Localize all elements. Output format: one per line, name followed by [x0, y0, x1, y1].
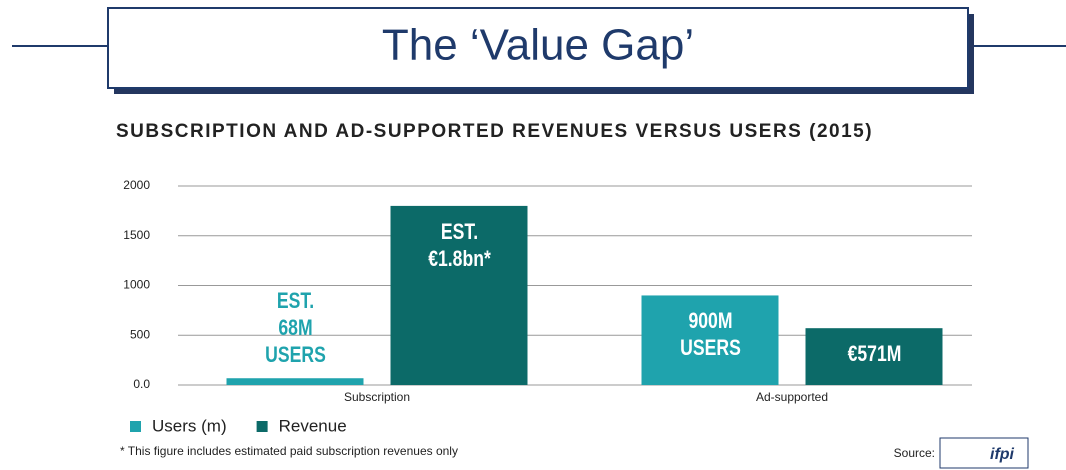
value-label: €571M — [847, 341, 901, 367]
legend-label: Revenue — [279, 416, 347, 435]
footnote: * This figure includes estimated paid su… — [120, 444, 458, 458]
title-box — [107, 7, 969, 89]
legend-swatch — [130, 421, 141, 432]
value-label: 900M USERS — [679, 308, 741, 361]
x-tick-label: Ad-supported — [756, 390, 828, 404]
y-tick-label: 1500 — [123, 228, 150, 242]
y-tick-label: 1000 — [123, 278, 150, 292]
legend-swatch — [256, 421, 268, 432]
logo-box — [939, 437, 1029, 469]
y-tick-label: 0.0 — [133, 377, 150, 391]
bar — [226, 378, 364, 385]
bar — [641, 295, 779, 385]
slide-title: The ‘Value Gap’ — [382, 21, 694, 70]
source: Source: — [894, 446, 935, 460]
bar — [805, 328, 943, 385]
y-tick-label: 2000 — [123, 178, 150, 192]
value-label: EST. 68M USERS — [264, 288, 326, 368]
bar — [390, 205, 528, 385]
logo: ifpi — [990, 446, 1015, 463]
value-label: EST. €1.8bn* — [427, 218, 491, 271]
y-tick-label: 500 — [130, 327, 150, 341]
chart-title-box: SUBSCRIPTION AND AD-SUPPORTED REVENUES V… — [116, 121, 874, 142]
legend-label: Users (m) — [152, 416, 227, 435]
x-tick-label: Subscription — [344, 390, 410, 404]
chart-title: SUBSCRIPTION AND AD-SUPPORTED REVENUES V… — [116, 121, 874, 142]
